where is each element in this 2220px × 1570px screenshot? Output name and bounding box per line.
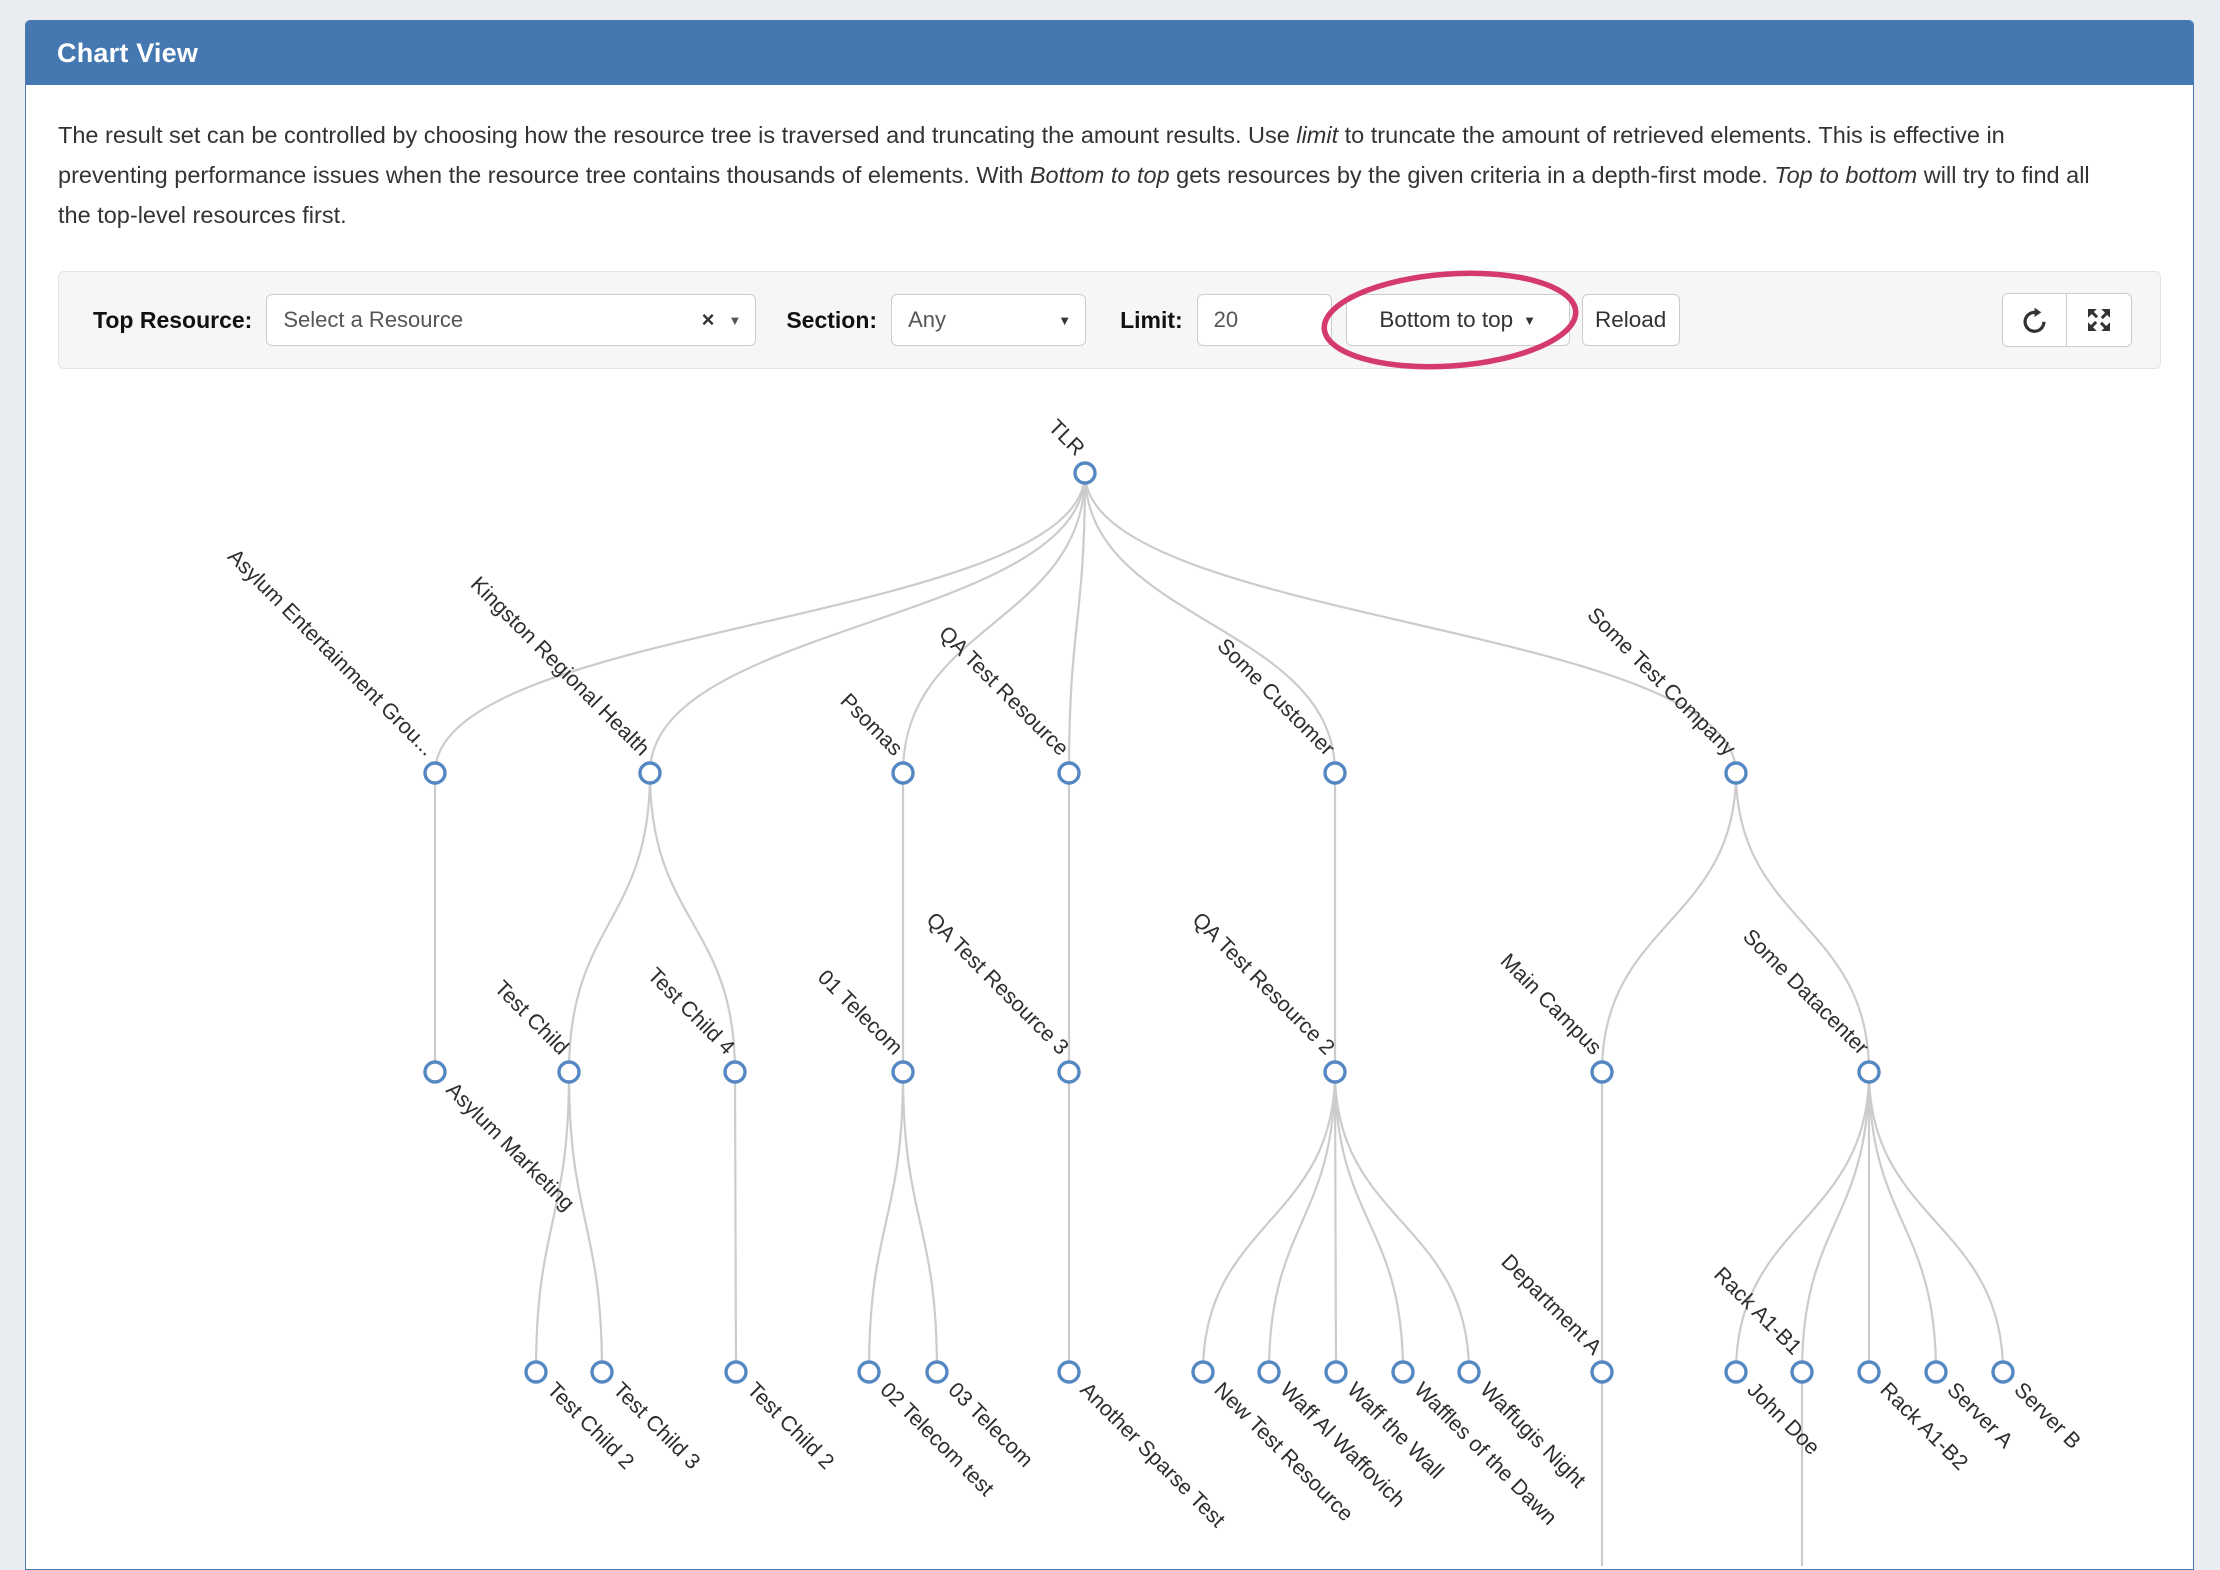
description-emphasis: Bottom to top xyxy=(1029,162,1170,188)
fullscreen-button[interactable] xyxy=(2067,293,2132,347)
direction-control: Bottom to top ▼ xyxy=(1321,270,1579,370)
panel-title: Chart View xyxy=(57,37,199,68)
description-text: will try to find all the top-level resou… xyxy=(58,162,2090,228)
toolbar: Top Resource: Select a Resource × ▼ Sect… xyxy=(58,270,2161,370)
direction-dropdown-button[interactable]: Bottom to top ▼ xyxy=(1345,294,1570,346)
limit-input[interactable] xyxy=(1196,294,1332,346)
section-value: Any xyxy=(908,307,946,332)
limit-label: Limit: xyxy=(1120,306,1183,333)
clear-icon[interactable]: × xyxy=(701,307,715,332)
top-resource-label: Top Resource: xyxy=(93,306,253,333)
description-text: gets resources by the given criteria in … xyxy=(1169,162,1775,188)
refresh-icon xyxy=(2023,307,2046,333)
top-resource-select[interactable]: Select a Resource × ▼ xyxy=(266,294,757,346)
top-resource-value: Select a Resource xyxy=(283,307,464,332)
chart-view-panel: Chart View The result set can be control… xyxy=(25,20,2194,1570)
chart-actions-group xyxy=(2002,293,2132,347)
description-text: The result set can be controlled by choo… xyxy=(58,122,1297,148)
fullscreen-icon xyxy=(2088,309,2110,331)
description-emphasis: limit xyxy=(1296,122,1339,148)
panel-heading: Chart View xyxy=(26,21,2193,85)
description-text: to truncate the amount of retrieved elem… xyxy=(58,122,2005,188)
direction-value: Bottom to top xyxy=(1379,307,1514,332)
refresh-button[interactable] xyxy=(2002,293,2067,347)
chevron-down-icon: ▼ xyxy=(1523,312,1537,328)
section-select[interactable]: Any ▼ xyxy=(891,294,1087,346)
reload-button[interactable]: Reload xyxy=(1581,294,1680,346)
section-label: Section: xyxy=(786,306,878,333)
description: The result set can be controlled by choo… xyxy=(26,85,2193,257)
description-emphasis: Top to bottom xyxy=(1774,162,1918,188)
chevron-down-icon: ▼ xyxy=(728,312,742,328)
chevron-down-icon: ▼ xyxy=(1058,312,1072,328)
